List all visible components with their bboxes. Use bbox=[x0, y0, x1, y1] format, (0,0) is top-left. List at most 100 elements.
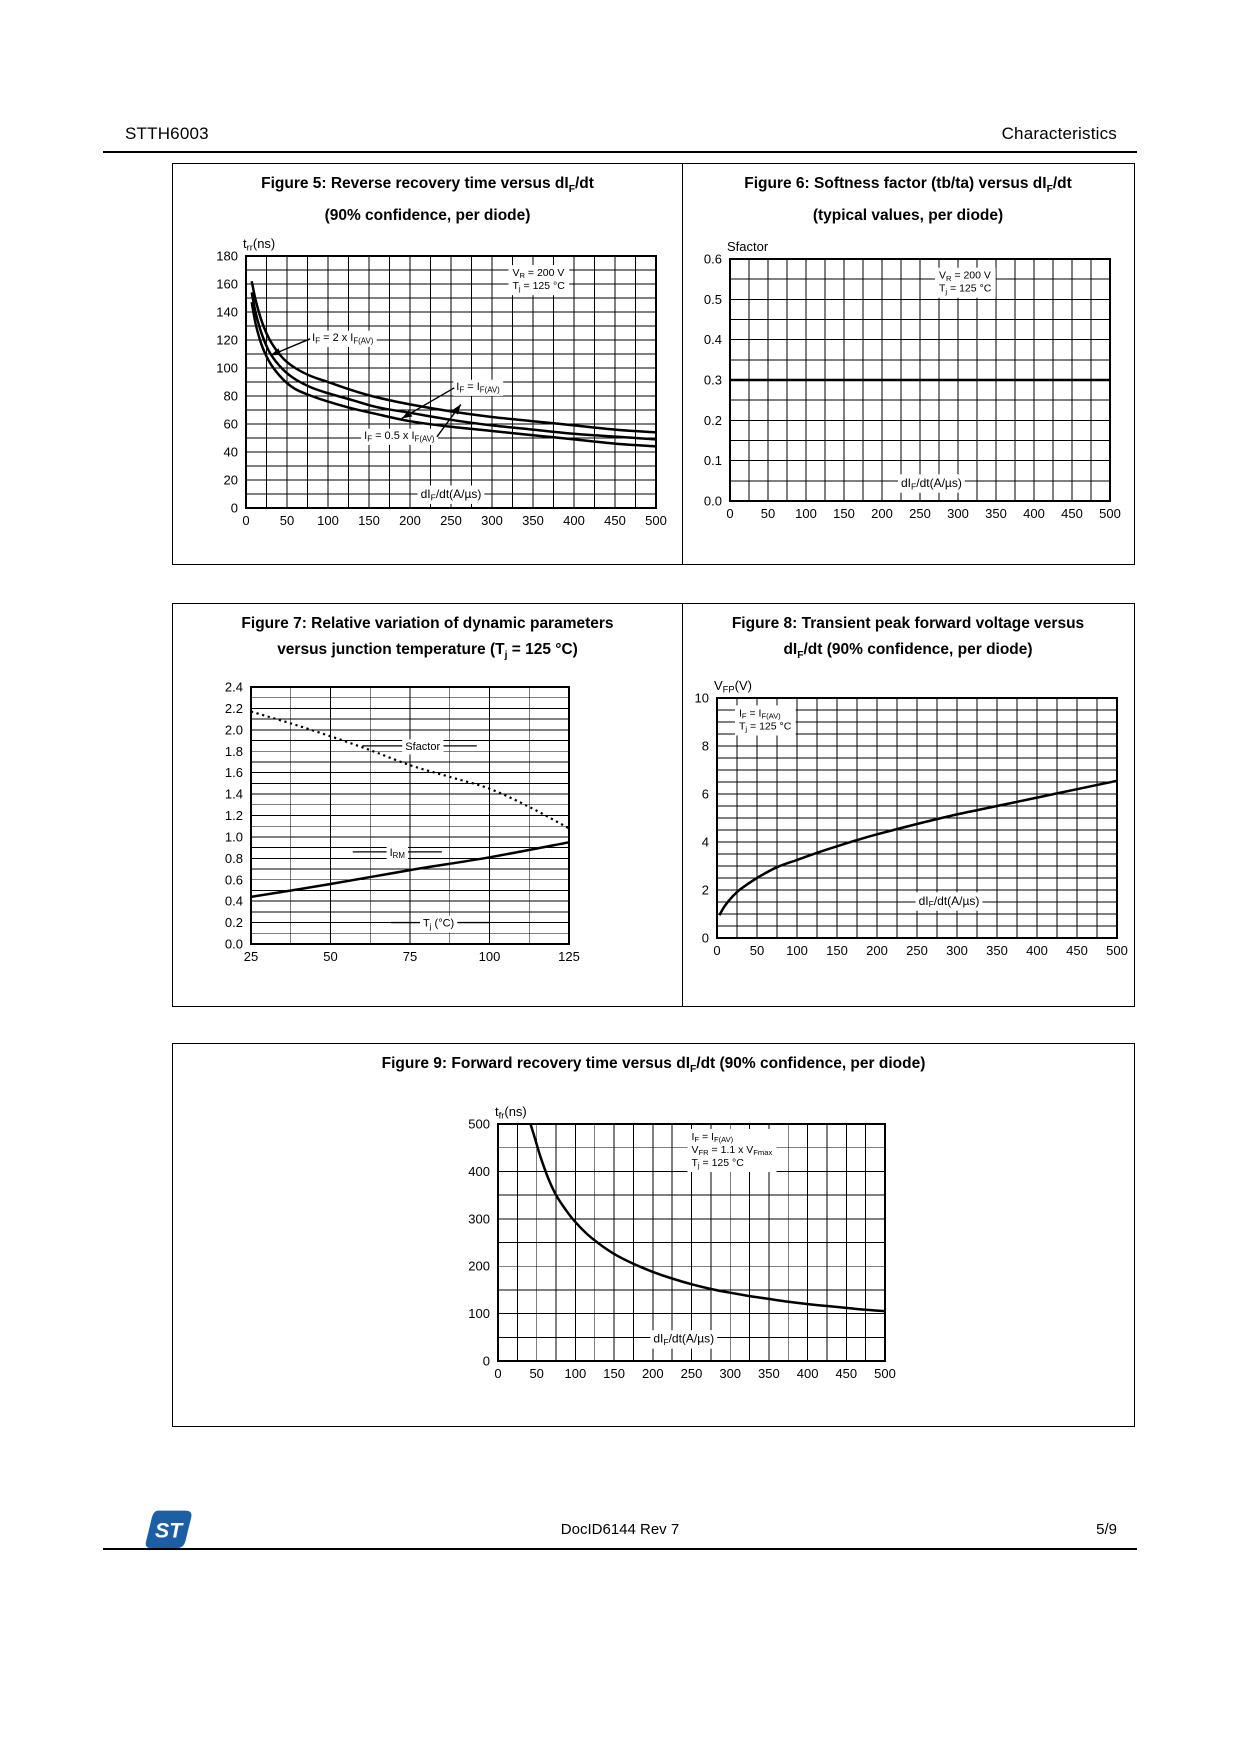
svg-text:50: 50 bbox=[761, 506, 775, 521]
svg-text:trr(ns): trr(ns) bbox=[243, 236, 275, 253]
svg-text:tfr(ns): tfr(ns) bbox=[495, 1104, 527, 1121]
svg-text:300: 300 bbox=[719, 1366, 741, 1381]
svg-text:dIF/dt(A/µs): dIF/dt(A/µs) bbox=[653, 1332, 714, 1347]
svg-text:200: 200 bbox=[642, 1366, 664, 1381]
svg-text:200: 200 bbox=[871, 506, 893, 521]
svg-text:6: 6 bbox=[702, 787, 709, 802]
svg-text:100: 100 bbox=[317, 513, 339, 528]
svg-text:Tj = 125 °C: Tj = 125 °C bbox=[939, 283, 992, 296]
svg-text:0.0: 0.0 bbox=[225, 937, 243, 952]
svg-text:1.4: 1.4 bbox=[225, 787, 243, 802]
svg-text:500: 500 bbox=[874, 1366, 896, 1381]
svg-text:250: 250 bbox=[906, 943, 928, 958]
svg-text:500: 500 bbox=[1106, 943, 1128, 958]
svg-text:350: 350 bbox=[522, 513, 544, 528]
svg-text:0: 0 bbox=[483, 1354, 490, 1369]
svg-text:0: 0 bbox=[494, 1366, 501, 1381]
st-logo-shape bbox=[145, 1510, 192, 1549]
svg-text:100: 100 bbox=[565, 1366, 587, 1381]
footer-rule bbox=[103, 1548, 1137, 1550]
svg-text:0.4: 0.4 bbox=[225, 894, 243, 909]
svg-text:dIF/dt(A/µs): dIF/dt(A/µs) bbox=[901, 476, 962, 491]
footer-doc-id: DocID6144 Rev 7 bbox=[560, 1521, 680, 1538]
svg-text:50: 50 bbox=[323, 949, 337, 964]
svg-text:250: 250 bbox=[909, 506, 931, 521]
footer-page-number: 5/9 bbox=[1096, 1521, 1117, 1538]
svg-text:250: 250 bbox=[440, 513, 462, 528]
figure5-chart: 0 20 40 60 80 100 120 140 160 180 0 50 100 150 200 250 3… bbox=[216, 236, 667, 528]
svg-text:0: 0 bbox=[702, 931, 709, 946]
svg-text:IF = IF(AV): IF = IF(AV) bbox=[456, 381, 500, 394]
svg-text:25: 25 bbox=[244, 949, 258, 964]
svg-text:80: 80 bbox=[224, 389, 238, 404]
svg-text:VFP(V): VFP(V) bbox=[714, 678, 752, 695]
svg-text:Sfactor: Sfactor bbox=[405, 741, 440, 753]
figure6-title: Figure 6: Softness factor (tb/ta) versus… bbox=[683, 171, 1133, 229]
figure7-cell: Figure 7: Relative variation of dynamic … bbox=[173, 604, 683, 1006]
svg-text:400: 400 bbox=[468, 1164, 490, 1179]
svg-text:0.2: 0.2 bbox=[704, 413, 722, 428]
svg-text:20: 20 bbox=[224, 473, 238, 488]
svg-text:500: 500 bbox=[645, 513, 667, 528]
figure8-title-line2: dIF/dt (90% confidence, per diode) bbox=[783, 641, 1033, 662]
svg-text:8: 8 bbox=[702, 739, 709, 754]
figure9-title-line1: Figure 9: Forward recovery time versus d… bbox=[381, 1055, 926, 1076]
svg-text:1.0: 1.0 bbox=[225, 829, 243, 844]
svg-text:IRM: IRM bbox=[390, 847, 405, 860]
svg-text:1.6: 1.6 bbox=[225, 765, 243, 780]
figure7-chart: 0.0 0.2 0.4 0.6 0.8 1.0 1.2 1.4 1.6 1.8 2.0 2.2 2.4 2… bbox=[225, 680, 580, 965]
figure6-title-line2: (typical values, per diode) bbox=[812, 207, 1004, 225]
svg-text:VR = 200 V: VR = 200 V bbox=[939, 270, 991, 283]
svg-text:150: 150 bbox=[358, 513, 380, 528]
figure9-panel: Figure 9: Forward recovery time versus d… bbox=[172, 1043, 1135, 1427]
figure9-chart: 0 100 200 300 400 500 0 50 100 150 200 250 300 350 400… bbox=[468, 1104, 896, 1381]
svg-text:350: 350 bbox=[985, 506, 1007, 521]
svg-text:300: 300 bbox=[947, 506, 969, 521]
figure7-title-line1: Figure 7: Relative variation of dynamic … bbox=[241, 615, 614, 632]
svg-text:100: 100 bbox=[468, 1306, 490, 1321]
svg-text:200: 200 bbox=[866, 943, 888, 958]
figure7-title-line2: versus junction temperature (Tj = 125 °C… bbox=[277, 641, 578, 662]
svg-text:0.3: 0.3 bbox=[704, 373, 722, 388]
svg-text:0.8: 0.8 bbox=[225, 851, 243, 866]
svg-text:100: 100 bbox=[786, 943, 808, 958]
svg-text:1.2: 1.2 bbox=[225, 808, 243, 823]
figure5-title-line2: (90% confidence, per diode) bbox=[324, 207, 531, 225]
svg-text:50: 50 bbox=[280, 513, 294, 528]
figure9-cell: Figure 9: Forward recovery time versus d… bbox=[173, 1044, 1134, 1426]
svg-text:200: 200 bbox=[399, 513, 421, 528]
svg-text:350: 350 bbox=[986, 943, 1008, 958]
figure8-title: Figure 8: Transient peak forward voltage… bbox=[683, 611, 1133, 669]
svg-text:60: 60 bbox=[224, 417, 238, 432]
svg-text:0: 0 bbox=[713, 943, 720, 958]
svg-text:0: 0 bbox=[231, 501, 238, 516]
figure6-chart: 0.0 0.1 0.2 0.3 0.4 0.5 0.6 0 50 100 150 200 250 300 3… bbox=[704, 239, 1121, 521]
svg-text:125: 125 bbox=[558, 949, 580, 964]
svg-text:300: 300 bbox=[468, 1211, 490, 1226]
svg-text:150: 150 bbox=[826, 943, 848, 958]
svg-text:1.8: 1.8 bbox=[225, 744, 243, 759]
svg-text:VFR = 1.1 x VFmax: VFR = 1.1 x VFmax bbox=[692, 1144, 773, 1157]
svg-text:0.6: 0.6 bbox=[704, 252, 722, 267]
svg-text:2: 2 bbox=[702, 883, 709, 898]
st-logo: ST bbox=[145, 1510, 192, 1549]
svg-text:100: 100 bbox=[479, 949, 501, 964]
svg-text:IF = IF(AV): IF = IF(AV) bbox=[739, 707, 781, 720]
svg-text:50: 50 bbox=[750, 943, 764, 958]
svg-text:400: 400 bbox=[1026, 943, 1048, 958]
header-part-number: STTH6003 bbox=[125, 124, 209, 143]
svg-text:Tj (°C): Tj (°C) bbox=[423, 918, 454, 931]
svg-text:180: 180 bbox=[216, 249, 238, 264]
svg-text:500: 500 bbox=[1099, 506, 1121, 521]
svg-text:160: 160 bbox=[216, 277, 238, 292]
svg-text:Sfactor: Sfactor bbox=[727, 239, 769, 254]
svg-text:150: 150 bbox=[603, 1366, 625, 1381]
header-rule bbox=[103, 151, 1137, 153]
svg-text:2.4: 2.4 bbox=[225, 680, 243, 695]
svg-text:100: 100 bbox=[216, 361, 238, 376]
svg-text:10: 10 bbox=[695, 691, 709, 706]
svg-text:500: 500 bbox=[468, 1117, 490, 1132]
svg-text:140: 140 bbox=[216, 305, 238, 320]
svg-text:4: 4 bbox=[702, 835, 709, 850]
